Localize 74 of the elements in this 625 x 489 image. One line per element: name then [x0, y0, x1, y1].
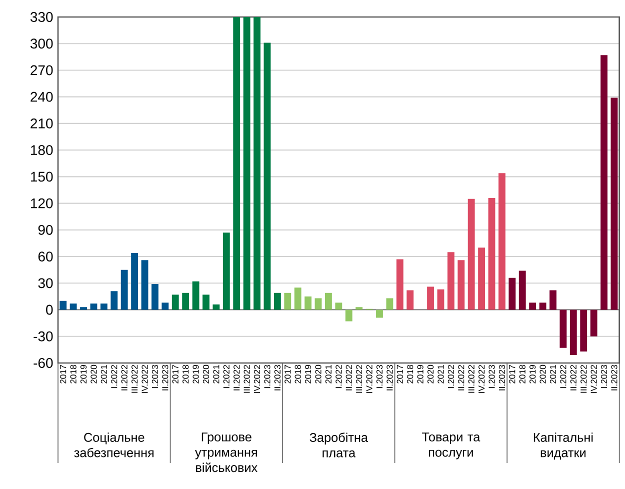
x-tick-label: 2020: [540, 364, 546, 384]
y-tick-label: 150: [31, 172, 53, 182]
x-tick-label: III.2022: [356, 365, 362, 393]
x-tick-label: I.2023: [600, 364, 608, 388]
y-tick-label: 180: [31, 145, 53, 156]
y-tick-label: 330: [30, 12, 53, 22]
y-tick-label: 210: [30, 118, 53, 128]
x-tick-label: I.2022: [111, 365, 118, 388]
text: Заробітна плата: [310, 432, 368, 458]
x-tick-label: 2018: [70, 364, 76, 384]
x-tick-label: 2020: [427, 364, 434, 384]
x-tick-label: II.2022: [121, 365, 128, 390]
x-tick-label: II.2023: [611, 364, 618, 390]
y-tick-label: 60: [38, 252, 53, 262]
x-tick-label: III.2022: [244, 365, 250, 393]
x-tick-label: I.2023: [152, 364, 158, 388]
x-tick-label: II.2022: [458, 365, 464, 390]
x-tick-label: 2021: [213, 365, 220, 384]
x-tick-label: II.2022: [346, 365, 352, 390]
x-tick-label: 2019: [417, 365, 424, 384]
x-tick-label: I.2022: [336, 365, 342, 388]
x-tick-label: 2021: [550, 365, 556, 384]
x-tick-label: II.2023: [386, 364, 393, 390]
text: Товари та послуги: [422, 432, 480, 460]
text: Капітальні видатки: [534, 432, 593, 460]
x-tick-label: II.2022: [234, 365, 240, 390]
y-tick-label: -60: [34, 358, 53, 368]
x-tick-label: 2017: [60, 365, 66, 384]
x-tick-label: 2019: [530, 365, 536, 384]
y-tick-label: 270: [30, 65, 53, 76]
y-tick-label: 0: [46, 304, 53, 315]
x-tick-label: II.2023: [498, 364, 506, 390]
x-tick-label: I.2023: [488, 364, 495, 388]
x-tick-label: I.2022: [448, 365, 454, 388]
x-tick-label: 2018: [182, 364, 189, 384]
text: Грошове утримання військових: [194, 432, 258, 472]
x-tick-label: IV.2022: [142, 365, 148, 393]
x-tick-label: 2017: [172, 365, 178, 384]
x-tick-label: 2017: [509, 365, 516, 384]
x-tick-label: IV.2022: [478, 365, 485, 393]
y-tick-label: -30: [34, 331, 53, 342]
x-tick-label: 2017: [396, 365, 403, 384]
y-tick-label: 300: [30, 38, 53, 49]
x-tick-label: I.2023: [264, 364, 270, 388]
x-tick-label: 2019: [304, 365, 312, 384]
x-tick-label: 2017: [284, 365, 291, 384]
x-tick-label: 2018: [407, 364, 414, 384]
x-tick-label: IV.2022: [590, 365, 597, 393]
y-tick-label: 90: [38, 224, 53, 235]
x-tick-label: I.2023: [376, 364, 383, 388]
text: Соціальне забезпечення: [74, 432, 154, 458]
y-tick-label: 120: [31, 198, 53, 208]
x-tick-label: 2018: [519, 364, 526, 384]
x-tick-label: II.2023: [162, 364, 168, 390]
x-tick-label: 2021: [325, 365, 332, 384]
x-tick-label: III.2022: [131, 365, 138, 393]
x-tick-label: I.2022: [560, 365, 566, 388]
x-tick-label: 2021: [100, 365, 107, 384]
y-tick-label: 30: [38, 278, 53, 288]
x-tick-label: I.2022: [223, 365, 230, 388]
x-tick-label: 2020: [90, 364, 97, 384]
x-tick-label: IV.2022: [366, 365, 372, 393]
x-tick-label: 2019: [80, 365, 87, 384]
x-tick-label: 2019: [192, 365, 199, 384]
x-tick-label: III.2022: [468, 365, 474, 393]
x-tick-label: 2018: [294, 364, 301, 384]
x-tick-label: 2020: [202, 364, 210, 384]
x-tick-label: IV.2022: [254, 365, 260, 393]
x-tick-label: II.2022: [570, 365, 576, 390]
y-tick-label: 240: [30, 92, 53, 102]
x-tick-label: III.2022: [580, 365, 587, 393]
x-tick-label: II.2023: [274, 364, 280, 390]
x-tick-label: 2020: [315, 364, 322, 384]
x-tick-label: 2021: [438, 365, 444, 384]
